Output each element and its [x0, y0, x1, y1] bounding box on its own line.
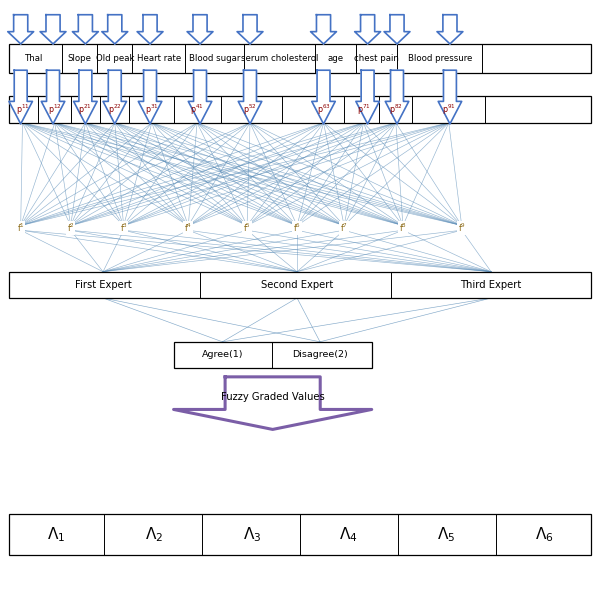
Text: Disagree(2): Disagree(2) — [292, 350, 348, 359]
Polygon shape — [41, 70, 65, 124]
Polygon shape — [102, 15, 128, 44]
Text: f$^7$: f$^7$ — [340, 222, 348, 234]
FancyBboxPatch shape — [9, 514, 591, 555]
Text: p$^{82}$: p$^{82}$ — [389, 103, 403, 117]
Polygon shape — [9, 70, 32, 124]
FancyBboxPatch shape — [9, 44, 591, 73]
Text: $\Lambda_2$: $\Lambda_2$ — [145, 525, 163, 544]
Polygon shape — [137, 15, 163, 44]
Text: Heart rate: Heart rate — [137, 54, 181, 63]
FancyBboxPatch shape — [9, 97, 591, 123]
Polygon shape — [385, 70, 409, 124]
Polygon shape — [173, 377, 372, 429]
FancyBboxPatch shape — [9, 272, 591, 298]
Text: $\Lambda_4$: $\Lambda_4$ — [339, 525, 358, 544]
Text: f$^1$: f$^1$ — [17, 222, 25, 234]
FancyBboxPatch shape — [173, 342, 372, 368]
Polygon shape — [312, 70, 335, 124]
Polygon shape — [311, 15, 337, 44]
Polygon shape — [139, 70, 162, 124]
Polygon shape — [73, 15, 98, 44]
Polygon shape — [438, 70, 462, 124]
Text: f$^2$: f$^2$ — [67, 222, 74, 234]
Polygon shape — [384, 15, 410, 44]
Polygon shape — [187, 15, 213, 44]
Text: p$^{12}$: p$^{12}$ — [48, 103, 62, 117]
Text: Blood pressure: Blood pressure — [408, 54, 472, 63]
Text: p$^{63}$: p$^{63}$ — [317, 103, 331, 117]
Polygon shape — [355, 15, 380, 44]
Text: Thal: Thal — [25, 54, 43, 63]
Text: f$^5$: f$^5$ — [243, 222, 251, 234]
Text: $\Lambda_5$: $\Lambda_5$ — [437, 525, 455, 544]
Text: Old peak: Old peak — [95, 54, 134, 63]
Text: chest pain: chest pain — [354, 54, 399, 63]
Text: f$^6$: f$^6$ — [293, 222, 301, 234]
Text: Second Expert: Second Expert — [261, 280, 333, 290]
Text: Blood sugar: Blood sugar — [189, 54, 241, 63]
Polygon shape — [437, 15, 463, 44]
Text: p$^{21}$: p$^{21}$ — [79, 103, 92, 117]
Polygon shape — [238, 70, 262, 124]
Text: f$^9$: f$^9$ — [458, 222, 466, 234]
Polygon shape — [8, 15, 34, 44]
Text: f$^3$: f$^3$ — [119, 222, 128, 234]
Text: p$^{41}$: p$^{41}$ — [190, 103, 204, 117]
Polygon shape — [40, 15, 66, 44]
Text: p$^{22}$: p$^{22}$ — [108, 103, 122, 117]
Text: Slope: Slope — [67, 54, 91, 63]
Polygon shape — [356, 70, 379, 124]
Polygon shape — [188, 70, 212, 124]
Text: p$^{91}$: p$^{91}$ — [442, 103, 455, 117]
Text: Fuzzy Graded Values: Fuzzy Graded Values — [221, 392, 325, 402]
Text: f$^4$: f$^4$ — [184, 222, 193, 234]
Text: p$^{11}$: p$^{11}$ — [16, 103, 29, 117]
Text: $\Lambda_1$: $\Lambda_1$ — [47, 525, 65, 544]
Text: $\Lambda_6$: $\Lambda_6$ — [535, 525, 553, 544]
Polygon shape — [74, 70, 97, 124]
Text: First Expert: First Expert — [74, 280, 131, 290]
Text: Third Expert: Third Expert — [460, 280, 522, 290]
Text: p$^{52}$: p$^{52}$ — [243, 103, 257, 117]
Polygon shape — [103, 70, 127, 124]
Text: age: age — [327, 54, 343, 63]
Text: $\Lambda_3$: $\Lambda_3$ — [242, 525, 261, 544]
Polygon shape — [237, 15, 263, 44]
Text: p$^{71}$: p$^{71}$ — [356, 103, 370, 117]
Text: Agree(1): Agree(1) — [202, 350, 243, 359]
Text: serum cholesterol: serum cholesterol — [241, 54, 318, 63]
Text: f$^8$: f$^8$ — [399, 222, 407, 234]
Text: p$^{31}$: p$^{31}$ — [145, 103, 159, 117]
